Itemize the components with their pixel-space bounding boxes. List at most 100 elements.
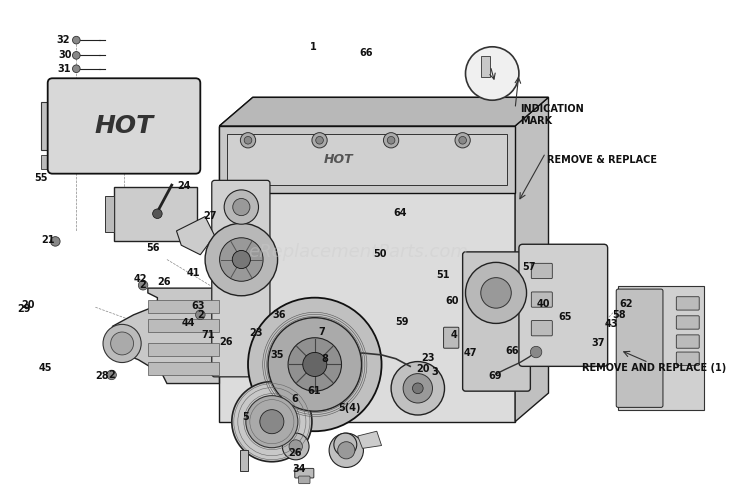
Text: 60: 60 (446, 295, 459, 305)
Circle shape (413, 383, 423, 394)
Text: 5: 5 (242, 412, 248, 422)
FancyBboxPatch shape (618, 286, 704, 410)
Text: 43: 43 (604, 319, 618, 329)
Circle shape (466, 47, 519, 100)
FancyBboxPatch shape (148, 319, 220, 332)
Text: REMOVE & REPLACE: REMOVE & REPLACE (547, 155, 656, 165)
Text: 64: 64 (393, 208, 406, 218)
FancyBboxPatch shape (148, 362, 220, 375)
Text: 26: 26 (158, 277, 171, 287)
Text: 2: 2 (197, 310, 204, 320)
Circle shape (387, 136, 395, 144)
Circle shape (288, 338, 341, 391)
Text: 51: 51 (436, 270, 449, 280)
Text: 65: 65 (558, 312, 572, 322)
FancyBboxPatch shape (676, 352, 699, 365)
Polygon shape (358, 431, 382, 449)
Polygon shape (176, 217, 214, 255)
Circle shape (73, 65, 80, 72)
FancyBboxPatch shape (295, 469, 314, 478)
Polygon shape (220, 97, 548, 126)
Circle shape (248, 298, 382, 431)
FancyBboxPatch shape (298, 476, 310, 484)
Text: 66: 66 (359, 47, 373, 57)
Text: 26: 26 (219, 336, 232, 346)
FancyBboxPatch shape (41, 155, 53, 169)
Circle shape (246, 396, 298, 448)
Text: 66: 66 (506, 346, 519, 356)
Circle shape (152, 209, 162, 219)
Circle shape (106, 370, 116, 380)
Text: 45: 45 (39, 363, 53, 373)
Text: 8: 8 (322, 354, 328, 364)
Text: REMOVE AND REPLACE (1): REMOVE AND REPLACE (1) (582, 363, 726, 373)
Circle shape (481, 277, 512, 308)
Text: 31: 31 (57, 64, 70, 74)
FancyBboxPatch shape (241, 450, 248, 471)
Circle shape (196, 310, 205, 320)
Circle shape (334, 433, 357, 456)
Circle shape (466, 262, 526, 323)
Text: 1: 1 (310, 42, 316, 52)
Circle shape (530, 346, 542, 358)
Text: 32: 32 (56, 35, 70, 45)
Circle shape (232, 382, 312, 462)
FancyBboxPatch shape (443, 327, 459, 348)
FancyBboxPatch shape (463, 252, 530, 391)
Circle shape (391, 362, 445, 415)
Circle shape (403, 374, 433, 403)
Polygon shape (515, 97, 548, 422)
Text: eReplacementParts.com: eReplacementParts.com (248, 243, 468, 261)
FancyBboxPatch shape (41, 102, 53, 150)
Text: 41: 41 (187, 268, 200, 278)
Text: 2: 2 (108, 370, 115, 380)
Polygon shape (220, 97, 548, 126)
Text: 2: 2 (140, 280, 146, 290)
Text: 55: 55 (34, 174, 48, 184)
Text: 21: 21 (41, 236, 55, 246)
FancyBboxPatch shape (616, 289, 663, 407)
Circle shape (232, 250, 250, 268)
FancyBboxPatch shape (48, 78, 200, 174)
FancyBboxPatch shape (105, 196, 115, 232)
Text: 42: 42 (134, 273, 147, 283)
FancyBboxPatch shape (211, 180, 270, 377)
Text: MARK: MARK (520, 116, 552, 126)
Circle shape (205, 223, 278, 296)
Text: 56: 56 (146, 243, 159, 253)
Circle shape (268, 318, 362, 411)
Circle shape (459, 136, 466, 144)
Text: 4: 4 (451, 330, 458, 340)
Text: 35: 35 (271, 350, 284, 360)
Text: 61: 61 (307, 386, 320, 396)
Text: 23: 23 (422, 353, 435, 363)
Text: 5(4): 5(4) (338, 403, 361, 413)
Circle shape (232, 199, 250, 216)
Circle shape (73, 51, 80, 59)
Circle shape (329, 433, 364, 468)
Circle shape (282, 433, 309, 460)
Text: 23: 23 (249, 328, 262, 338)
Polygon shape (110, 288, 220, 384)
FancyBboxPatch shape (676, 297, 699, 310)
FancyBboxPatch shape (227, 134, 508, 185)
FancyBboxPatch shape (531, 292, 552, 307)
Text: HOT: HOT (324, 153, 353, 166)
FancyBboxPatch shape (676, 316, 699, 329)
Text: 37: 37 (591, 338, 604, 348)
Text: INDICATION: INDICATION (520, 104, 584, 114)
Text: 26: 26 (288, 448, 302, 458)
Text: 59: 59 (394, 316, 408, 326)
Text: 47: 47 (464, 348, 477, 358)
Circle shape (111, 332, 134, 355)
Text: 20: 20 (416, 364, 429, 374)
Text: 20: 20 (21, 300, 34, 310)
Circle shape (289, 440, 302, 453)
Text: 69: 69 (488, 371, 502, 381)
Text: 58: 58 (612, 310, 626, 320)
Circle shape (73, 36, 80, 44)
Text: 30: 30 (58, 50, 71, 60)
Text: 27: 27 (203, 211, 217, 221)
Text: 7: 7 (318, 327, 325, 337)
Text: 50: 50 (373, 249, 386, 259)
